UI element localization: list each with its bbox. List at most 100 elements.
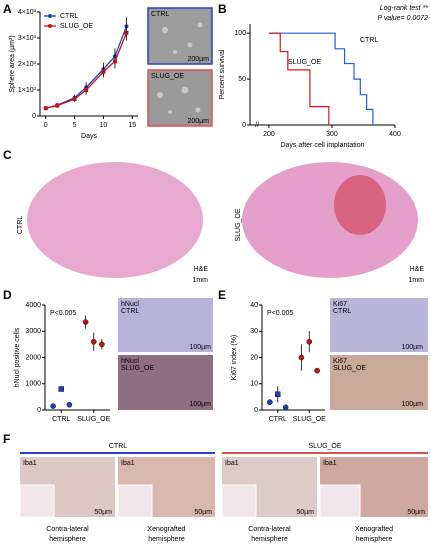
data-point <box>55 103 60 108</box>
y-tick-label: 4000 <box>25 302 41 309</box>
label: 100µm <box>189 344 211 351</box>
x-tick-label: 15 <box>128 122 136 129</box>
annotation: P value= 0.0072 <box>377 15 428 22</box>
x-tick-label: 5 <box>73 122 77 129</box>
data-point <box>90 338 97 345</box>
data-point <box>101 69 106 74</box>
y-tick-label: 50 <box>238 76 246 83</box>
x-tick-label: 10 <box>100 122 108 129</box>
data-point <box>298 354 305 361</box>
y-tick-label: 0 <box>242 122 246 129</box>
y-tick-label: 1×10³ <box>18 87 37 94</box>
label: Ki67 <box>333 358 347 365</box>
panel-label: B <box>218 2 227 16</box>
data-point <box>306 338 313 345</box>
panel-label: A <box>3 2 12 16</box>
label: SLUG_OE <box>333 365 366 372</box>
y-tick-label: 30 <box>250 328 258 335</box>
x-tick-label: SLUG_OE <box>77 416 110 423</box>
y-tick-label: 2000 <box>25 354 41 361</box>
label: Iba1 <box>23 460 37 467</box>
data-point <box>66 401 73 408</box>
label: 200µm <box>187 56 209 63</box>
y-tick-label: 1000 <box>25 381 41 388</box>
brain-section <box>27 162 203 278</box>
series-label: CTRL <box>360 37 378 44</box>
legend-label: SLUG_OE <box>60 23 93 30</box>
y-tick-label: 2×10³ <box>18 61 37 68</box>
data-point <box>282 404 289 411</box>
label: 50µm <box>296 509 314 516</box>
label: hemisphere <box>148 536 185 543</box>
data-point <box>112 59 117 64</box>
data-point <box>72 97 77 102</box>
label: SLUG_OE <box>151 73 184 80</box>
ihc-image <box>118 298 213 352</box>
label: hNucl <box>121 301 139 308</box>
tumor <box>334 175 386 235</box>
label: CTRL <box>121 308 139 315</box>
x-tick-label: CTRL <box>52 416 70 423</box>
label: hNucl <box>121 358 139 365</box>
series-line <box>45 26 128 109</box>
y-tick-label: 40 <box>250 302 258 309</box>
label: 200µm <box>187 118 209 125</box>
series-line <box>45 32 128 109</box>
group-label: SLUG_OE <box>235 208 242 241</box>
brain-section <box>242 162 418 278</box>
x-axis-label: Days <box>81 133 97 140</box>
label: Ki67 <box>333 301 347 308</box>
label: H&E <box>410 266 425 273</box>
y-axis-label: Sphere area (µm²) <box>9 35 16 92</box>
y-axis-label: Percent survival <box>219 49 226 99</box>
x-tick-label: 200 <box>263 131 275 138</box>
label: 50µm <box>407 509 425 516</box>
y-tick-label: 100 <box>234 30 246 37</box>
label: Iba1 <box>323 460 337 467</box>
data-point <box>99 341 105 348</box>
y-tick-label: 3×10³ <box>18 35 37 42</box>
y-tick-label: 20 <box>250 354 258 361</box>
x-tick-label: 0 <box>44 122 48 129</box>
sphere-image <box>147 7 213 65</box>
survival-curve <box>268 32 374 125</box>
ihc-image <box>330 355 428 410</box>
x-tick-label: 300 <box>326 131 338 138</box>
label: hemisphere <box>251 536 288 543</box>
label: 1mm <box>408 277 424 284</box>
y-tick-label: 0 <box>37 407 41 414</box>
x-tick-label: 400 <box>389 131 401 138</box>
label: 50µm <box>94 509 112 516</box>
data-point <box>275 391 281 397</box>
legend-marker <box>48 14 52 18</box>
x-tick-label: SLUG_OE <box>293 416 326 423</box>
label: SLUG_OE <box>121 365 154 372</box>
label: Xenografted <box>355 526 393 533</box>
label: H&E <box>194 266 209 273</box>
label: Xenografted <box>147 526 185 533</box>
panel-label: C <box>3 148 12 162</box>
annotation: P<0.005 <box>50 310 76 317</box>
y-tick-label: 0 <box>32 113 36 120</box>
y-tick-label: 4×10³ <box>18 9 37 16</box>
panel-label: D <box>3 288 12 302</box>
x-tick-label: CTRL <box>269 416 287 423</box>
group-label: CTRL <box>17 216 24 234</box>
sphere-image <box>147 69 213 127</box>
legend-label: CTRL <box>60 13 78 20</box>
axis-break: // <box>255 122 259 129</box>
panel-label: F <box>3 432 10 446</box>
label: CTRL <box>151 11 169 18</box>
data-point <box>84 88 89 92</box>
data-point <box>82 319 89 325</box>
panel-label: E <box>218 288 226 302</box>
insets <box>19 484 361 518</box>
label: 100µm <box>401 401 423 408</box>
series-label: SLUG_OE <box>288 59 321 66</box>
y-tick-label: 10 <box>250 381 258 388</box>
y-axis-label: Ki67 index (%) <box>231 335 238 381</box>
x-axis-label: Days after cell implantation <box>280 142 364 149</box>
annotation: Log-rank test ** <box>380 5 429 12</box>
data-point <box>267 399 273 405</box>
